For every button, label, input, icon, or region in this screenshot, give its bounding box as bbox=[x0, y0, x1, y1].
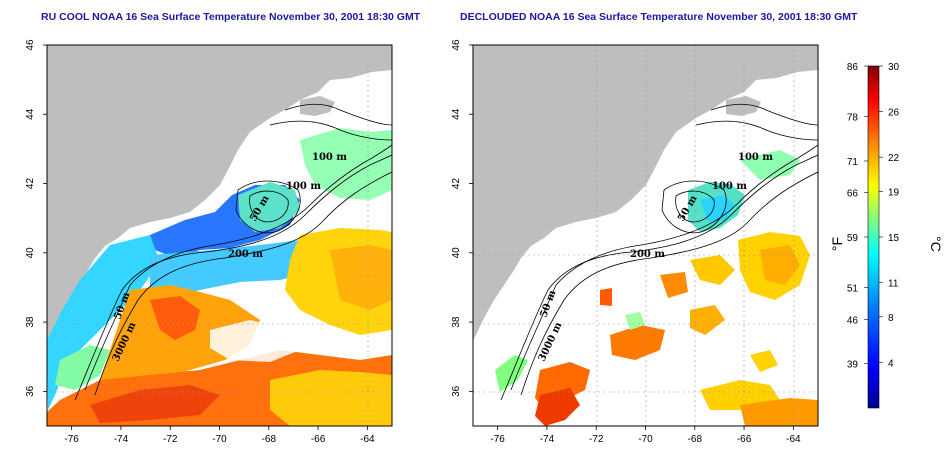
y-tick-label: 46 bbox=[25, 39, 36, 51]
y-tick-label: 38 bbox=[451, 316, 462, 328]
y-tick-label: 38 bbox=[25, 316, 36, 328]
y-tick-label: 46 bbox=[451, 39, 462, 51]
x-tick-label: -70 bbox=[638, 434, 653, 445]
sst-coverage bbox=[495, 150, 818, 426]
left-axis-ticks: -76 -74 -72 -70 -68 -66 -64 36 38 40 42 44 46 bbox=[25, 39, 375, 445]
bathymetry-contours bbox=[74, 103, 392, 401]
left-panel-title: RU COOL NOAA 16 Sea Surface Temperature … bbox=[41, 11, 421, 23]
x-tick-label: -66 bbox=[737, 434, 752, 445]
y-tick-label: 40 bbox=[25, 247, 36, 259]
contour-label: 100 m bbox=[286, 181, 321, 192]
y-tick-label: 42 bbox=[25, 178, 36, 190]
y-tick-label: 44 bbox=[451, 108, 462, 120]
y-tick-label: 36 bbox=[451, 385, 462, 397]
fahrenheit-tick-label: 66 bbox=[847, 189, 859, 200]
celsius-tick-label: 8 bbox=[888, 313, 894, 324]
left-map-area bbox=[47, 45, 392, 426]
x-tick-label: -68 bbox=[262, 434, 277, 445]
celsius-tick-label: 15 bbox=[888, 233, 900, 244]
fahrenheit-tick-label: 78 bbox=[847, 113, 859, 124]
land-mass bbox=[47, 45, 392, 340]
fahrenheit-tick-label: 39 bbox=[847, 360, 859, 371]
celsius-tick-label: 30 bbox=[888, 62, 900, 73]
x-tick-label: -68 bbox=[688, 434, 703, 445]
celsius-scale: 30 26 22 19 15 11 8 4 bbox=[879, 62, 900, 369]
colorbar-gradient bbox=[867, 65, 880, 409]
celsius-tick-label: 19 bbox=[888, 187, 900, 198]
x-tick-label: -72 bbox=[589, 434, 604, 445]
land-mass bbox=[726, 96, 761, 116]
contour-label: 200 m bbox=[228, 249, 263, 260]
right-axis-ticks: -76 -74 -72 -70 -68 -66 -64 36 38 40 42 44 46 bbox=[451, 39, 801, 445]
celsius-unit-label: °C bbox=[928, 236, 944, 252]
celsius-tick-label: 22 bbox=[888, 153, 900, 164]
contour-label: 100 m bbox=[712, 181, 747, 192]
celsius-tick-label: 26 bbox=[888, 108, 900, 119]
right-map-area bbox=[473, 45, 818, 426]
x-tick-label: -76 bbox=[64, 434, 79, 445]
contour-label: 200 m bbox=[630, 249, 665, 260]
fahrenheit-unit-label: °F bbox=[829, 237, 845, 251]
right-panel-title: DECLOUDED NOAA 16 Sea Surface Temperatur… bbox=[460, 11, 858, 23]
fahrenheit-scale: 86 78 71 66 59 51 46 39 bbox=[847, 62, 868, 371]
x-tick-label: -64 bbox=[786, 434, 801, 445]
colorbar: 86 78 71 66 59 51 46 39 30 26 22 19 15 11 8 4 °F °C bbox=[829, 62, 944, 409]
land-mass bbox=[473, 45, 818, 340]
celsius-tick-label: 4 bbox=[888, 358, 894, 369]
fahrenheit-tick-label: 51 bbox=[847, 284, 859, 295]
y-tick-label: 44 bbox=[25, 108, 36, 120]
x-tick-label: -64 bbox=[360, 434, 375, 445]
y-tick-label: 42 bbox=[451, 178, 462, 190]
contour-label: 100 m bbox=[312, 152, 347, 163]
fahrenheit-tick-label: 86 bbox=[847, 62, 859, 73]
x-tick-label: -66 bbox=[311, 434, 326, 445]
y-tick-label: 36 bbox=[25, 385, 36, 397]
fahrenheit-tick-label: 71 bbox=[847, 157, 859, 168]
contour-label: 100 m bbox=[738, 152, 773, 163]
graticule bbox=[47, 45, 392, 426]
y-tick-label: 40 bbox=[451, 247, 462, 259]
x-tick-label: -70 bbox=[212, 434, 227, 445]
x-tick-label: -76 bbox=[490, 434, 505, 445]
sst-coverage bbox=[47, 128, 392, 426]
fahrenheit-tick-label: 59 bbox=[847, 233, 859, 244]
graticule bbox=[473, 45, 818, 426]
celsius-tick-label: 11 bbox=[888, 279, 899, 290]
x-tick-label: -72 bbox=[163, 434, 178, 445]
bathymetry-contours bbox=[500, 103, 818, 401]
x-tick-label: -74 bbox=[114, 434, 129, 445]
land-mass bbox=[300, 96, 335, 116]
x-tick-label: -74 bbox=[540, 434, 555, 445]
fahrenheit-tick-label: 46 bbox=[847, 315, 859, 326]
